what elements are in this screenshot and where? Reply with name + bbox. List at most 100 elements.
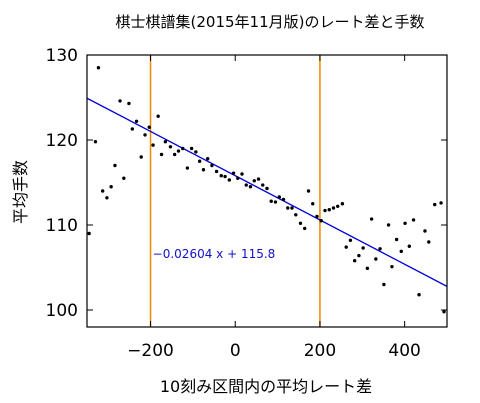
fit-line-label: −0.02604 x + 115.8: [153, 247, 276, 261]
data-point: [302, 226, 307, 231]
y-tick-label: 120: [46, 131, 78, 151]
data-point: [399, 249, 403, 254]
data-point: [194, 150, 198, 154]
data-point: [327, 208, 331, 212]
data-point: [206, 157, 210, 161]
data-point: [113, 163, 117, 168]
data-point: [323, 208, 327, 213]
data-point: [277, 195, 281, 199]
data-point: [340, 202, 345, 206]
data-point: [163, 140, 168, 144]
data-point: [159, 152, 164, 157]
data-point: [273, 200, 278, 204]
data-point: [423, 229, 427, 233]
data-point: [168, 145, 173, 149]
data-point: [294, 213, 298, 217]
data-point: [369, 217, 374, 221]
data-point: [357, 253, 361, 258]
y-tick-label: 110: [46, 216, 78, 236]
x-tick-label: 400: [388, 341, 420, 361]
data-point: [417, 293, 421, 297]
data-point: [201, 168, 206, 172]
data-point: [331, 206, 336, 210]
regression-fit-line: [87, 97, 447, 287]
data-point: [290, 206, 294, 210]
data-point: [344, 245, 348, 249]
data-point: [105, 196, 109, 200]
data-point: [374, 257, 378, 261]
data-point: [210, 163, 214, 168]
data-point: [227, 178, 232, 182]
data-point: [130, 127, 135, 131]
data-point: [390, 264, 394, 269]
data-point: [365, 266, 370, 271]
data-point: [127, 101, 131, 106]
x-tick-label: 200: [304, 341, 336, 361]
data-point: [139, 155, 143, 159]
data-point: [298, 221, 303, 225]
data-point: [147, 125, 151, 129]
data-point: [442, 310, 446, 314]
data-point: [269, 199, 273, 203]
data-point: [100, 189, 105, 193]
data-point: [352, 259, 357, 263]
data-point: [240, 172, 244, 176]
y-tick-label: 130: [46, 46, 78, 66]
data-point: [394, 237, 399, 242]
x-tick-label: 0: [230, 341, 241, 361]
data-point: [223, 174, 227, 179]
data-point: [348, 238, 353, 242]
data-point: [189, 146, 194, 151]
data-point: [411, 218, 416, 222]
data-point: [134, 119, 139, 124]
data-point: [261, 183, 265, 187]
data-point: [439, 201, 443, 205]
data-point: [265, 186, 269, 191]
chart-title: 棋士棋譜集(2015年11月版)のレート差と手数: [116, 13, 425, 31]
data-point: [176, 149, 181, 153]
data-point: [403, 221, 407, 225]
data-point: [281, 197, 286, 202]
data-point: [143, 133, 147, 137]
data-point: [122, 176, 126, 180]
data-point: [378, 247, 382, 251]
y-axis-label: 平均手数: [11, 160, 30, 224]
x-tick-label: −200: [127, 341, 174, 361]
data-point: [219, 174, 223, 178]
data-point: [93, 140, 98, 144]
x-axis-label: 10刻み区間内の平均レート差: [160, 377, 372, 396]
data-point: [286, 206, 290, 210]
data-point: [315, 214, 319, 219]
data-point: [382, 282, 386, 287]
data-point: [87, 231, 91, 236]
data-point: [244, 183, 248, 187]
y-tick-label: 100: [46, 301, 78, 321]
data-point: [214, 169, 219, 174]
data-point: [181, 146, 185, 151]
data-point: [336, 204, 340, 208]
data-point: [96, 66, 101, 70]
data-point: [109, 185, 113, 189]
data-point: [156, 114, 160, 118]
data-point: [252, 179, 256, 183]
data-point: [433, 202, 437, 207]
data-point: [427, 240, 431, 244]
data-point: [151, 143, 155, 147]
data-point: [319, 219, 323, 223]
data-point: [306, 189, 311, 193]
data-point: [118, 99, 122, 103]
data-point: [311, 202, 315, 206]
plot-frame: [86, 54, 448, 328]
data-point: [248, 185, 253, 189]
data-point: [236, 176, 240, 180]
data-point: [386, 223, 391, 227]
data-point: [231, 171, 236, 175]
data-point: [197, 159, 202, 163]
data-point: [407, 244, 412, 248]
plot-area: −0.02604 x + 115.8 −200 0 200 400 100 110 120 13…: [46, 46, 448, 361]
data-point: [256, 177, 261, 181]
data-point: [172, 152, 177, 157]
data-point: [361, 246, 365, 250]
data-point: [185, 166, 190, 170]
